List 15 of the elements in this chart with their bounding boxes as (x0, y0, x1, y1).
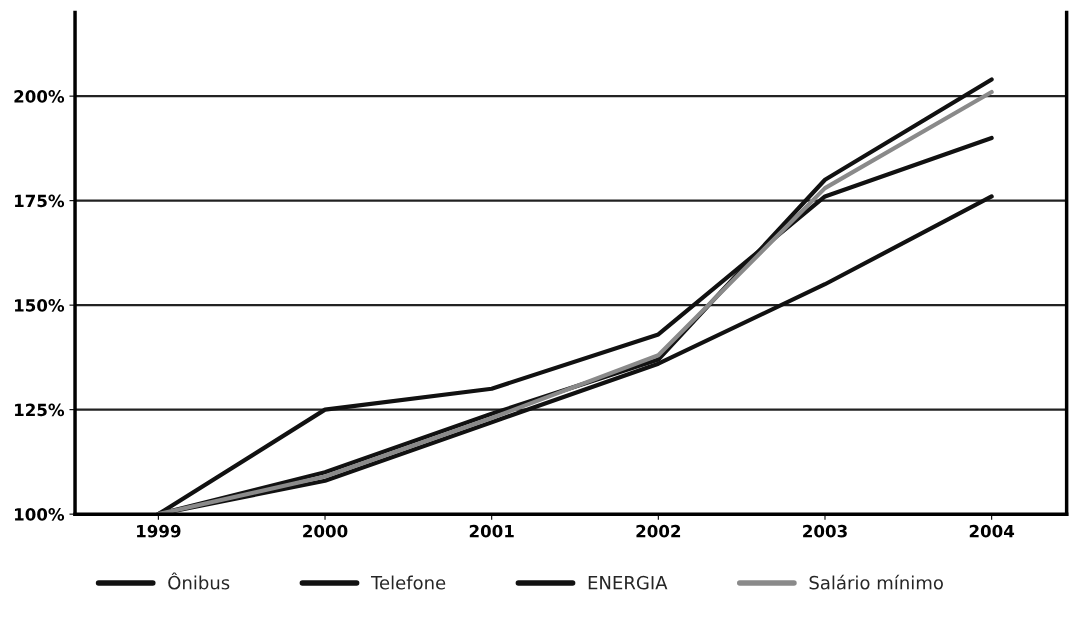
legend-label: Telefone (370, 575, 446, 590)
x-tick-label: 2003 (803, 524, 847, 538)
legend-label: Salário mínimo (809, 574, 943, 590)
y-tick-label: 200% (14, 90, 65, 103)
y-tick-label: 150% (15, 299, 65, 312)
y-tick-label: 125% (15, 403, 65, 417)
legend-label: Ônibus (168, 572, 230, 590)
x-tick-label: 2001 (469, 524, 514, 538)
x-tick-label: 2004 (969, 524, 1015, 538)
legend-label: ENERGIA (588, 575, 668, 590)
x-tick-label: 1999 (137, 524, 181, 538)
x-tick-label: 2000 (303, 524, 348, 538)
x-tick-label: 2002 (636, 524, 681, 538)
y-tick-label: 100% (15, 508, 65, 521)
y-tick-label: 175% (15, 194, 65, 208)
